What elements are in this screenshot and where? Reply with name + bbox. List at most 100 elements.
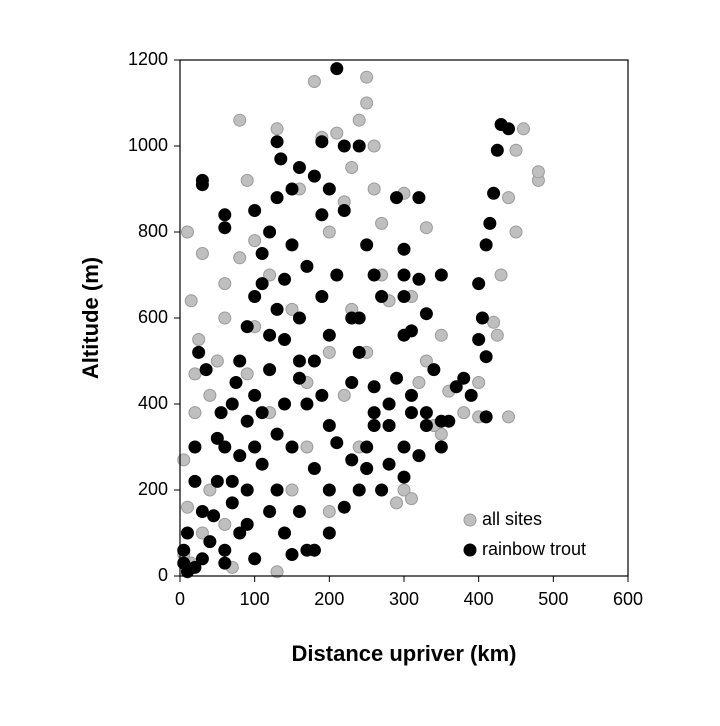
y-tick-label: 0 [158,565,168,585]
point [195,526,209,540]
point [490,328,504,342]
point [307,354,321,368]
point [270,135,284,149]
point [199,363,213,377]
point [195,552,209,566]
point [337,388,351,402]
point [180,500,194,514]
point [449,380,463,394]
point [263,268,277,282]
point [360,238,374,252]
point [412,191,426,205]
x-tick-label: 500 [538,589,568,609]
point [352,311,366,325]
point [248,388,262,402]
point [263,225,277,239]
point [188,367,202,381]
point [285,182,299,196]
point [382,397,396,411]
point [390,496,404,510]
point [263,363,277,377]
point [240,414,254,428]
point [278,397,292,411]
point [375,290,389,303]
point [337,204,351,217]
point [475,311,489,325]
point [367,419,381,432]
point [345,453,359,467]
point [188,474,202,488]
point [218,556,232,570]
point [292,354,306,368]
point [278,272,292,286]
point [434,268,448,282]
point [404,388,418,402]
point [218,221,232,235]
point [330,268,344,282]
point [300,397,314,411]
point [192,333,206,346]
point [255,406,269,420]
point [412,376,426,389]
point [255,277,269,291]
legend-label: all sites [482,509,542,529]
point [225,474,239,488]
point [397,483,411,497]
point [270,191,284,205]
point [390,191,404,205]
point [419,419,433,432]
point [285,548,299,561]
point [360,70,374,84]
point [214,406,228,420]
point [177,543,191,557]
point [367,268,381,282]
point [292,371,306,385]
point [285,302,299,316]
legend-label: rainbow trout [482,539,586,559]
point [292,161,306,174]
point [255,457,269,471]
point [322,182,336,196]
legend-marker [463,543,477,557]
point [360,96,374,110]
point [218,517,232,531]
point [382,457,396,471]
point [472,376,486,389]
point [434,328,448,342]
point [240,517,254,531]
point [509,143,523,157]
point [457,406,471,420]
point [479,410,493,424]
point [240,483,254,497]
point [322,328,336,342]
point [203,483,217,497]
point [270,302,284,316]
point [352,345,366,359]
point [502,410,516,424]
point [248,552,262,566]
point [322,483,336,497]
point [184,294,198,308]
point [367,406,381,420]
x-tick-label: 300 [389,589,419,609]
point [419,221,433,235]
point [285,440,299,454]
point [509,225,523,239]
point [278,526,292,540]
point [502,191,516,205]
point [397,470,411,484]
point [218,543,232,557]
point [412,449,426,463]
point [479,350,493,364]
point [285,483,299,497]
point [434,440,448,454]
point [337,139,351,153]
x-tick-label: 0 [175,589,185,609]
point [180,526,194,540]
point [203,388,217,402]
point [330,126,344,140]
point [442,414,456,428]
point [225,397,239,411]
point [177,453,191,467]
